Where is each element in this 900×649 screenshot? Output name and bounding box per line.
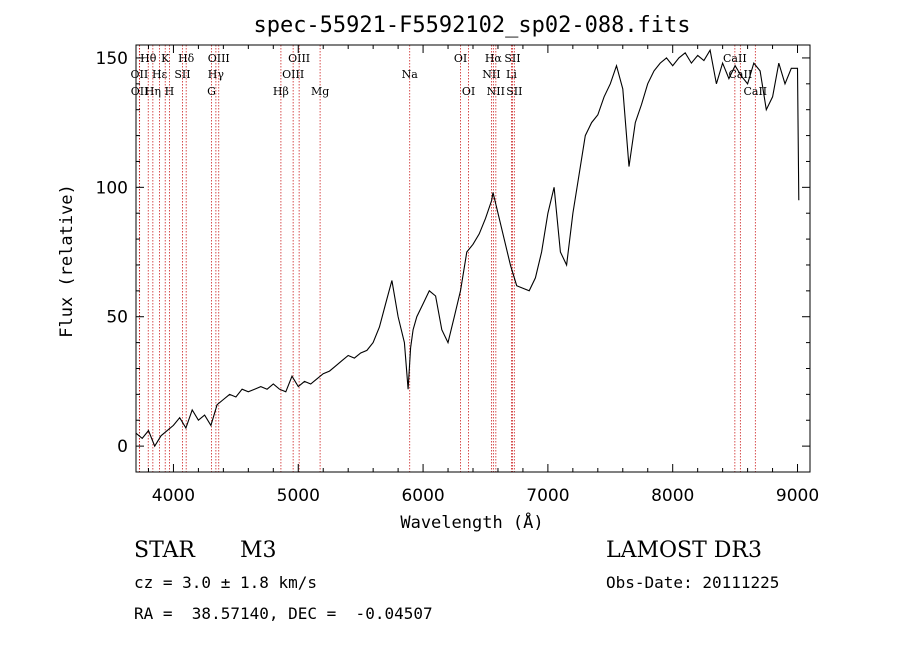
y-axis-label: Flux (relative): [57, 184, 77, 338]
y-axis-ticks: 0 50 100 150: [96, 49, 810, 473]
line-label: Mg: [311, 85, 329, 98]
line-label: Hδ: [178, 52, 195, 65]
survey-name: LAMOST DR3: [606, 538, 762, 563]
line-label: H: [165, 85, 175, 98]
line-label: Hγ: [208, 68, 225, 81]
line-label: OIII: [208, 52, 230, 65]
line-label: Li: [506, 68, 517, 81]
x-tick-label: 5000: [277, 486, 320, 506]
object-class: STAR: [134, 538, 195, 563]
line-label: OI: [462, 85, 475, 98]
observation-date: Obs-Date: 20111225: [606, 573, 780, 592]
line-label: Hα: [485, 52, 503, 65]
x-tick-label: 6000: [401, 486, 444, 506]
x-axis-ticks: 4000 5000 6000 7000 8000 9000: [147, 45, 819, 506]
line-label: OII: [131, 85, 149, 98]
line-label: G: [207, 85, 216, 98]
sky-coordinates: RA = 38.57140, DEC = -0.04507: [134, 604, 433, 623]
line-label: Hε: [152, 68, 168, 81]
line-label: CaII: [723, 52, 747, 65]
line-label: CaII: [743, 85, 767, 98]
line-label: K: [161, 52, 170, 65]
x-tick-label: 4000: [152, 486, 195, 506]
x-tick-label: 8000: [651, 486, 694, 506]
line-label: Na: [402, 68, 419, 81]
y-tick-label: 50: [106, 308, 128, 328]
y-tick-label: 100: [96, 178, 128, 198]
object-subclass: M3: [240, 538, 277, 563]
x-axis-label: Wavelength (Å): [400, 511, 543, 533]
spectral-line-markers: [138, 45, 756, 472]
y-tick-label: 0: [117, 437, 128, 457]
line-label: Hη: [145, 85, 161, 98]
line-label: OIII: [288, 52, 310, 65]
line-label: OIII: [282, 68, 304, 81]
line-label: Hβ: [273, 85, 289, 98]
line-label: SII: [506, 85, 522, 98]
line-label: SII: [504, 52, 520, 65]
line-label: NII: [482, 68, 500, 81]
line-label: OII: [131, 68, 149, 81]
spectrum-line: [135, 48, 800, 448]
x-tick-label: 9000: [776, 486, 819, 506]
plot-frame: [135, 44, 811, 473]
chart-title: spec-55921-F5592102_sp02-088.fits: [253, 13, 690, 38]
x-tick-label: 7000: [526, 486, 569, 506]
line-label: OI: [454, 52, 467, 65]
redshift-velocity: cz = 3.0 ± 1.8 km/s: [134, 573, 318, 592]
line-label: SII: [174, 68, 190, 81]
line-label: NII: [487, 85, 505, 98]
line-label: Hθ: [140, 52, 157, 65]
y-tick-label: 150: [96, 49, 128, 69]
